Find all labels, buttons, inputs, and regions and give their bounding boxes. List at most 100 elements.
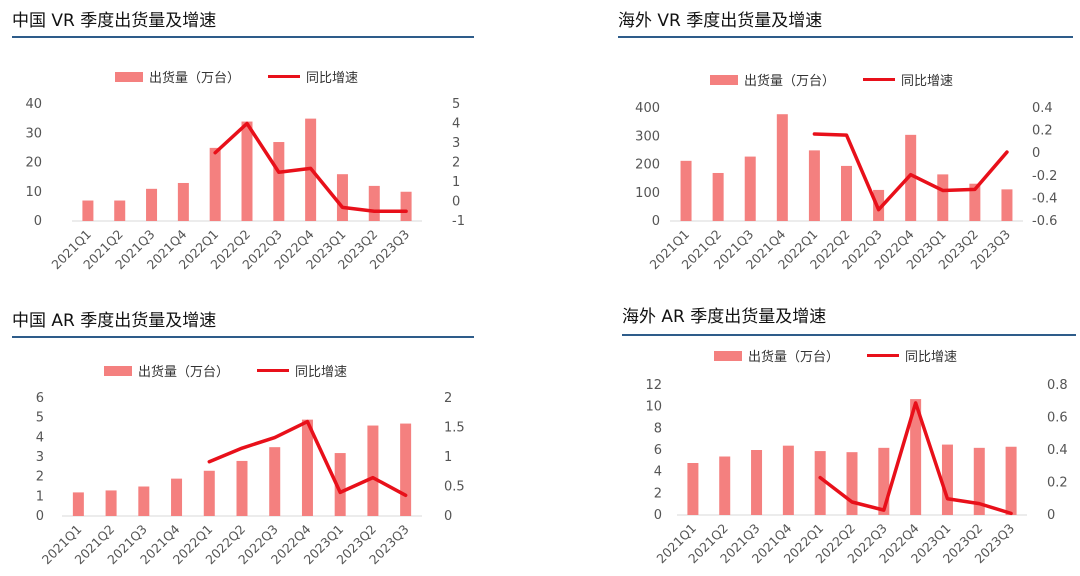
y-left-tick-label: 100 — [635, 186, 660, 201]
y-left-tick-label: 4 — [36, 430, 44, 445]
bar-2021q1 — [72, 492, 84, 516]
bar-2022q1 — [814, 451, 826, 515]
growth-point-2022q2 — [851, 501, 853, 503]
bar-2021q2 — [114, 200, 126, 221]
bar-2023q2 — [368, 185, 380, 221]
bar-2023q3 — [400, 423, 412, 516]
bar-2021q3 — [146, 188, 158, 221]
bar-2021q2 — [105, 490, 117, 516]
y-right-tick-label: 0.4 — [1047, 443, 1068, 458]
y-right-tick-label: 1 — [444, 450, 452, 465]
chart-plot: 010203040-10123452021Q12021Q22021Q32021Q… — [25, 97, 465, 272]
y-right-tick-label: 0.2 — [1032, 124, 1053, 139]
bar-2023q1 — [937, 174, 949, 221]
y-left-tick-label: 2 — [36, 470, 44, 485]
y-right-tick-label: 0 — [1032, 146, 1040, 161]
title-divider — [12, 36, 474, 38]
bar-2023q3 — [1005, 446, 1017, 515]
y-left-tick-label: 12 — [645, 378, 662, 393]
y-left-tick-label: 20 — [25, 156, 42, 171]
y-left-tick-label: 400 — [635, 101, 660, 116]
bar-2021q3 — [138, 486, 150, 516]
y-left-tick-label: 10 — [645, 400, 662, 415]
legend-line-swatch — [867, 354, 900, 357]
growth-point-2022q4 — [910, 174, 912, 176]
bar-2022q4 — [301, 419, 313, 516]
growth-point-2023q1 — [942, 189, 944, 191]
bar-2021q4 — [776, 114, 788, 221]
bar-2023q2 — [973, 447, 985, 515]
bar-2022q1 — [203, 470, 215, 516]
y-right-tick-label: 0 — [1047, 508, 1055, 523]
growth-point-2022q2 — [241, 447, 243, 449]
y-right-tick-label: 0.2 — [1047, 476, 1068, 491]
growth-point-2022q1 — [208, 461, 210, 463]
y-left-tick-label: 2 — [654, 486, 662, 501]
growth-point-2022q1 — [214, 152, 216, 154]
chart-panel-china-ar: 中国 AR 季度出货量及增速 出货量（万台） 同比增速 0 1 2 3 4 5 6 0 0.5 1… — [12, 306, 474, 576]
title-divider — [622, 334, 1076, 336]
bar-2021q4 — [171, 478, 183, 516]
y-left-tick-label: 4 — [654, 465, 662, 480]
chart-title: 海外 VR 季度出货量及增速 — [618, 11, 823, 31]
growth-point-2022q1 — [819, 477, 821, 479]
growth-point-2023q3 — [1010, 512, 1012, 514]
y-right-tick-label: -0.4 — [1032, 191, 1057, 206]
y-left-tick-label: 6 — [654, 443, 662, 458]
legend-bar-swatch — [710, 74, 738, 85]
y-right-tick-label: 0.8 — [1047, 378, 1068, 393]
chart-plot: 0100200300400-0.6-0.4-0.200.20.42021Q120… — [635, 101, 1057, 272]
chart-plot: 02468101200.20.40.60.82021Q12021Q22021Q3… — [645, 378, 1068, 566]
bar-2022q2 — [846, 452, 858, 515]
growth-point-2023q1 — [339, 491, 341, 493]
growth-point-2022q4 — [306, 421, 308, 423]
bar-2022q2 — [841, 165, 852, 221]
legend-line-swatch — [268, 75, 301, 78]
bar-2021q3 — [751, 450, 763, 515]
growth-point-2023q2 — [974, 188, 976, 190]
y-right-tick-label: 0 — [444, 509, 452, 524]
chart-title: 中国 VR 季度出货量及增速 — [12, 11, 217, 31]
legend-bar-label: 出货量（万台） — [149, 71, 241, 86]
legend-bar-label: 出货量（万台） — [138, 365, 230, 380]
growth-point-2023q2 — [373, 210, 375, 212]
y-right-tick-label: -1 — [452, 214, 465, 229]
chart-panel-overseas-ar: 海外 AR 季度出货量及增速 出货量（万台） 同比增速 0 2 4 6 8 10 12 0 0.… — [622, 302, 1076, 576]
bar-2023q1 — [336, 174, 348, 221]
y-right-tick-label: 2 — [452, 156, 460, 171]
growth-point-2022q3 — [274, 437, 276, 439]
bar-2021q1 — [687, 463, 699, 515]
y-left-tick-label: 6 — [36, 391, 44, 406]
bar-2022q4 — [905, 134, 917, 221]
y-left-tick-label: 30 — [25, 126, 42, 141]
y-right-tick-label: 0.5 — [444, 480, 465, 495]
bar-2022q4 — [910, 399, 922, 515]
bar-2022q2 — [241, 121, 253, 221]
legend-line-swatch — [257, 369, 290, 372]
chart-legend: 出货量（万台） 同比增速 — [115, 67, 358, 86]
y-left-tick-label: 8 — [654, 421, 662, 436]
y-left-tick-label: 0 — [34, 214, 42, 229]
bar-2023q3 — [1001, 189, 1013, 221]
legend-line-swatch — [863, 78, 896, 81]
growth-point-2022q3 — [883, 509, 885, 511]
legend-bar-swatch — [714, 350, 742, 361]
title-divider — [12, 336, 474, 338]
chart-legend: 出货量（万台） 同比增速 — [104, 361, 347, 380]
chart-plot: 012345600.511.522021Q12021Q22021Q32021Q4… — [36, 391, 465, 567]
chart-panel-overseas-vr: 海外 VR 季度出货量及增速 出货量（万台） 同比增速 0 100 200 300 40… — [618, 6, 1073, 286]
legend-line-label: 同比增速 — [901, 74, 954, 89]
growth-point-2023q2 — [978, 503, 980, 505]
bar-2021q2 — [712, 172, 724, 221]
growth-point-2023q3 — [405, 210, 407, 212]
bar-2021q4 — [782, 445, 794, 515]
y-right-tick-label: 0.6 — [1047, 411, 1068, 426]
bar-2021q2 — [719, 456, 731, 515]
legend-bar-swatch — [115, 71, 143, 82]
bar-2023q1 — [941, 444, 953, 515]
growth-point-2023q3 — [405, 494, 407, 496]
y-right-tick-label: 3 — [452, 136, 460, 151]
bar-2023q2 — [367, 425, 379, 516]
y-left-tick-label: 5 — [36, 411, 44, 426]
y-right-tick-label: 4 — [452, 117, 460, 132]
